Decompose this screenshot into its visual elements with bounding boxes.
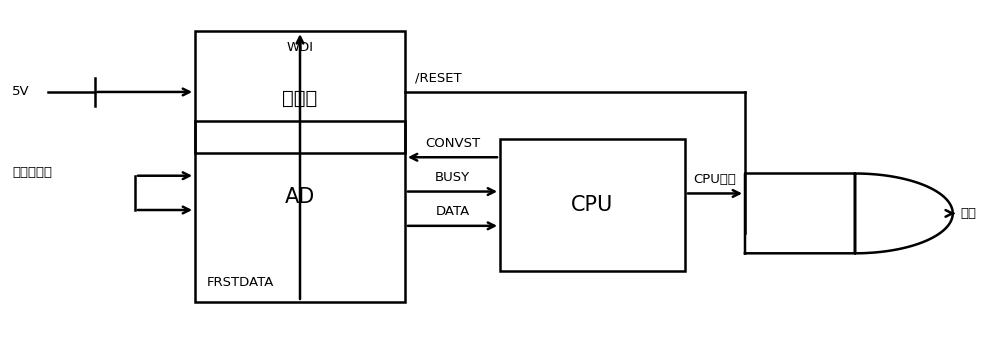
Text: CPU: CPU: [571, 195, 614, 215]
Text: 5V: 5V: [12, 85, 30, 99]
Text: 启动: 启动: [960, 207, 976, 220]
Bar: [195, 121, 405, 302]
Text: BUSY: BUSY: [435, 171, 470, 184]
Text: 模拟量输入: 模拟量输入: [12, 166, 52, 179]
Text: WDI: WDI: [287, 41, 314, 53]
Text: /RESET: /RESET: [415, 71, 462, 84]
Bar: [195, 31, 405, 153]
Text: AD: AD: [285, 187, 315, 207]
Bar: [500, 139, 685, 271]
Text: CPU启动: CPU启动: [693, 173, 736, 186]
Text: CONVST: CONVST: [425, 137, 480, 150]
Text: FRSTDATA: FRSTDATA: [207, 276, 274, 289]
Text: 看门狗: 看门狗: [282, 88, 318, 108]
Text: DATA: DATA: [435, 205, 470, 218]
